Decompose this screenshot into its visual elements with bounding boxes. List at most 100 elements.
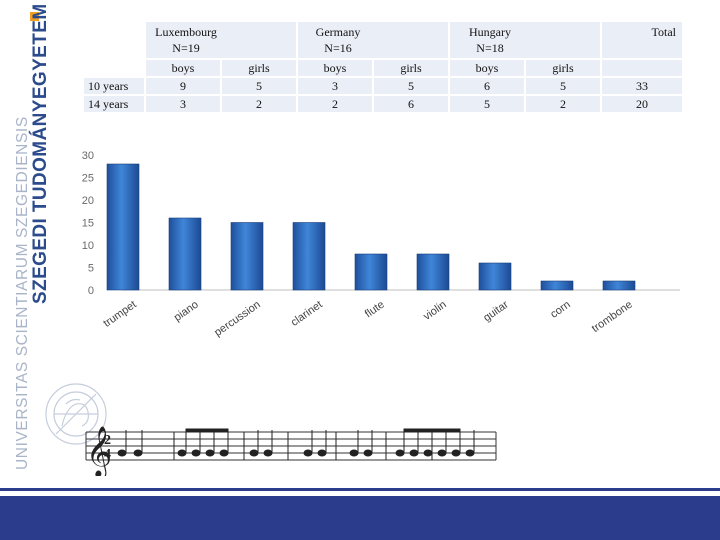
- table-corner: [84, 22, 144, 58]
- y-tick-label: 20: [82, 195, 94, 207]
- bar-piano: [168, 217, 202, 291]
- y-tick-label: 10: [82, 240, 94, 252]
- treble-clef-icon: 𝄞: [86, 426, 112, 476]
- bar-guitar: [478, 262, 512, 291]
- total-cell: 20: [602, 96, 682, 112]
- sub-label: boys: [450, 60, 524, 76]
- total-cell-blank: [602, 60, 682, 76]
- group-n: N=18: [476, 41, 504, 55]
- university-seal-icon: [45, 383, 107, 445]
- note-head: [205, 449, 215, 457]
- note-head: [451, 449, 461, 457]
- table-header-row: Luxembourg N=19 Germany N=16 Hungary N=1…: [84, 22, 682, 58]
- group-header-hungary: Hungary N=18: [450, 22, 600, 58]
- university-latin-name: UNIVERSITAS SCIENTIARUM SZEGEDIENSIS: [14, 116, 31, 470]
- y-tick-label: 0: [88, 285, 94, 297]
- table-cell: 5: [374, 78, 448, 94]
- y-tick-label: 15: [82, 218, 94, 230]
- table-cell: 9: [146, 78, 220, 94]
- staff-lines: [85, 431, 497, 461]
- bar-violin: [416, 253, 450, 291]
- x-axis-labels: trumpet piano percussion clarinet flute violi…: [101, 298, 634, 339]
- row-label: 14 years: [84, 96, 144, 112]
- logo-square: [30, 12, 39, 21]
- total-cell: 33: [602, 78, 682, 94]
- x-tick-label: piano: [172, 299, 201, 324]
- sub-label: girls: [526, 60, 600, 76]
- x-tick-label: violin: [421, 299, 448, 323]
- bar-clarinet: [292, 222, 326, 291]
- note-head: [437, 449, 447, 457]
- note-head: [317, 449, 327, 457]
- note-head: [363, 449, 373, 457]
- sub-label: girls: [374, 60, 448, 76]
- footer-divider: [0, 488, 720, 491]
- table-row: 14 years 3 2 2 6 5 2 20: [84, 96, 682, 112]
- note-head: [423, 449, 433, 457]
- music-notation: 𝄞 2 4: [85, 426, 497, 476]
- participants-table: Luxembourg N=19 Germany N=16 Hungary N=1…: [82, 20, 684, 114]
- group-country: Germany: [315, 25, 361, 39]
- sub-label: boys: [298, 60, 372, 76]
- table-subheader-row: boys girls boys girls boys girls: [84, 60, 682, 76]
- bars-group: [106, 163, 636, 291]
- y-tick-label: 5: [88, 263, 94, 275]
- x-tick-label: guitar: [481, 298, 511, 324]
- table-cell: 5: [222, 78, 296, 94]
- table-cell: 6: [374, 96, 448, 112]
- notes-group: [117, 428, 475, 460]
- row-label: 10 years: [84, 78, 144, 94]
- note-beam: [431, 428, 461, 433]
- note-beam: [185, 428, 215, 433]
- note-head: [133, 449, 143, 457]
- y-tick-label: 25: [82, 173, 94, 185]
- time-signature-bottom: 4: [104, 447, 111, 462]
- table-cell: 2: [526, 96, 600, 112]
- note-head: [219, 449, 229, 457]
- x-tick-label: clarinet: [289, 299, 325, 329]
- sub-label: girls: [222, 60, 296, 76]
- table-cell: 6: [450, 78, 524, 94]
- note-head: [409, 449, 419, 457]
- bar-flute: [354, 253, 388, 291]
- table-cell: 2: [222, 96, 296, 112]
- sub-label: boys: [146, 60, 220, 76]
- table-cell: 5: [526, 78, 600, 94]
- bar-trumpet: [106, 163, 140, 291]
- x-tick-label: flute: [363, 299, 387, 321]
- note-head: [395, 449, 405, 457]
- table-row: 10 years 9 5 3 5 6 5 33: [84, 78, 682, 94]
- time-signature-top: 2: [104, 433, 111, 448]
- x-tick-label: trumpet: [101, 299, 138, 330]
- instrument-bar-chart: 30 25 20 15 10 5 0 trumpet piano percussion clari…: [82, 150, 680, 339]
- x-tick-label: percussion: [212, 299, 262, 339]
- group-header-germany: Germany N=16: [298, 22, 448, 58]
- note-head: [303, 449, 313, 457]
- note-head: [465, 449, 475, 457]
- table-cell: 3: [298, 78, 372, 94]
- bar-percussion: [230, 222, 264, 291]
- y-axis: 30 25 20 15 10 5 0: [82, 150, 680, 297]
- note-head: [117, 449, 127, 457]
- y-tick-label: 30: [82, 150, 94, 162]
- note-head: [249, 449, 259, 457]
- note-beam: [213, 428, 229, 433]
- note-head: [349, 449, 359, 457]
- university-name: SZEGEDI TUDOMÁNYEGYETEM: [30, 3, 51, 304]
- bar-corn: [540, 280, 574, 291]
- x-tick-label: corn: [548, 299, 572, 321]
- group-country: Luxembourg: [155, 25, 217, 39]
- total-header: Total: [602, 22, 682, 58]
- table-cell: 3: [146, 96, 220, 112]
- group-country: Hungary: [469, 25, 511, 39]
- note-head: [191, 449, 201, 457]
- group-n: N=16: [324, 41, 352, 55]
- group-n: N=19: [172, 41, 200, 55]
- bar-trombone: [602, 280, 636, 291]
- group-header-luxembourg: Luxembourg N=19: [146, 22, 296, 58]
- table-corner: [84, 60, 144, 76]
- table-cell: 5: [450, 96, 524, 112]
- note-head: [177, 449, 187, 457]
- x-tick-label: trombone: [590, 299, 635, 335]
- university-sidebar: SZEGEDI TUDOMÁNYEGYETEM UNIVERSITAS SCIE…: [0, 0, 107, 488]
